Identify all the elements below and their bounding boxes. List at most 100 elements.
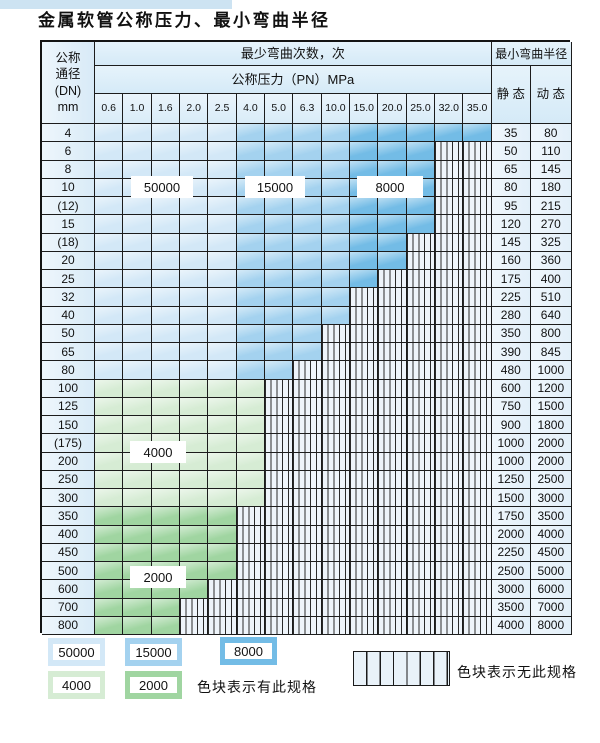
spec-table: 公称 通径 (DN) mm 最少弯曲次数，次 最小弯曲半径 公称压力（PN）MP… <box>40 40 572 635</box>
static-radius-cell: 160 <box>491 251 531 270</box>
no-spec-cell <box>350 507 379 526</box>
dn-cell: 4 <box>42 124 95 143</box>
dynamic-radius-cell: 360 <box>530 251 572 270</box>
static-radius-cell: 480 <box>491 361 531 380</box>
no-spec-cell <box>406 489 436 508</box>
no-spec-cell <box>463 197 492 216</box>
legend-swatch-label: 15000 <box>130 644 177 660</box>
spec-cell <box>95 178 124 197</box>
no-spec-cell <box>265 543 294 562</box>
dn-header-line: (DN) <box>54 83 82 98</box>
no-spec-cell <box>378 324 407 343</box>
no-spec-cell <box>406 470 436 489</box>
spec-cell <box>95 525 124 544</box>
dynamic-radius-cell: 1000 <box>530 361 572 380</box>
dynamic-radius-cell: 180 <box>530 178 572 197</box>
no-spec-cell <box>378 306 407 325</box>
cycle-label-4000: 4000 <box>130 441 186 463</box>
spec-cell <box>123 543 152 562</box>
no-spec-cell <box>293 562 322 581</box>
dynamic-radius-cell: 510 <box>530 288 572 307</box>
spec-cell <box>180 124 209 143</box>
no-spec-cell <box>406 270 436 289</box>
cycle-label-8000: 8000 <box>357 176 423 198</box>
pressure-tick: 1.6 <box>151 94 181 124</box>
pressure-tick: 15.0 <box>350 94 379 124</box>
dynamic-radius-cell: 4000 <box>530 525 572 544</box>
spec-cell <box>95 124 124 143</box>
no-spec-cell <box>321 324 351 343</box>
spec-cell <box>151 124 181 143</box>
no-spec-cell <box>180 598 209 617</box>
dynamic-radius-cell: 5000 <box>530 562 572 581</box>
no-spec-cell <box>321 598 351 617</box>
no-spec-cell <box>406 233 436 252</box>
spec-cell <box>180 525 209 544</box>
no-spec-cell <box>321 416 351 435</box>
no-spec-cell <box>293 489 322 508</box>
no-spec-cell <box>435 525 464 544</box>
static-radius-cell: 2500 <box>491 562 531 581</box>
spec-cell <box>123 324 152 343</box>
spec-cell <box>95 562 124 581</box>
spec-cell <box>123 288 152 307</box>
spec-cell <box>265 288 294 307</box>
no-spec-cell <box>293 416 322 435</box>
spec-cell <box>123 197 152 216</box>
spec-cell <box>151 270 181 289</box>
no-spec-cell <box>321 379 351 398</box>
no-spec-cell <box>293 598 322 617</box>
no-spec-cell <box>435 562 464 581</box>
spec-cell <box>95 379 124 398</box>
no-spec-cell <box>463 416 492 435</box>
no-spec-cell <box>293 397 322 416</box>
decorative-top-strip <box>0 0 232 9</box>
no-spec-cell <box>378 434 407 453</box>
no-spec-cell <box>435 452 464 471</box>
dn-cell: 450 <box>42 543 95 562</box>
dynamic-radius-cell: 7000 <box>530 598 572 617</box>
spec-cell <box>406 142 436 161</box>
no-spec-cell <box>463 525 492 544</box>
no-spec-cell <box>463 142 492 161</box>
spec-cell <box>378 197 407 216</box>
spec-cell <box>151 306 181 325</box>
spec-cell <box>321 197 351 216</box>
dynamic-radius-cell: 1800 <box>530 416 572 435</box>
dynamic-radius-cell: 325 <box>530 233 572 252</box>
spec-cell <box>123 343 152 362</box>
no-spec-cell <box>321 616 351 635</box>
static-radius-cell: 750 <box>491 397 531 416</box>
spec-cell <box>95 197 124 216</box>
static-radius-cell: 1000 <box>491 452 531 471</box>
spec-cell <box>350 233 379 252</box>
spec-cell <box>180 361 209 380</box>
pressure-tick: 35.0 <box>463 94 492 124</box>
dn-cell: 400 <box>42 525 95 544</box>
spec-cell <box>151 324 181 343</box>
legend-swatch-label: 8000 <box>225 643 272 659</box>
no-spec-cell <box>435 470 464 489</box>
spec-cell <box>321 215 351 234</box>
dn-cell: 25 <box>42 270 95 289</box>
pressure-tick: 4.0 <box>236 94 266 124</box>
spec-cell <box>293 233 322 252</box>
spec-cell <box>265 324 294 343</box>
dynamic-header: 动 态 <box>530 66 572 124</box>
static-header: 静 态 <box>491 66 531 124</box>
no-spec-cell <box>265 470 294 489</box>
no-spec-cell <box>208 580 237 599</box>
spec-cell <box>406 124 436 143</box>
no-spec-cell <box>321 507 351 526</box>
no-spec-cell <box>378 543 407 562</box>
dn-cell: 200 <box>42 452 95 471</box>
spec-cell <box>293 288 322 307</box>
spec-cell <box>378 215 407 234</box>
spec-cell <box>123 470 152 489</box>
spec-cell <box>95 489 124 508</box>
spec-cell <box>151 543 181 562</box>
spec-cell <box>95 598 124 617</box>
no-spec-cell <box>435 197 464 216</box>
static-radius-cell: 280 <box>491 306 531 325</box>
dn-cell: 500 <box>42 562 95 581</box>
